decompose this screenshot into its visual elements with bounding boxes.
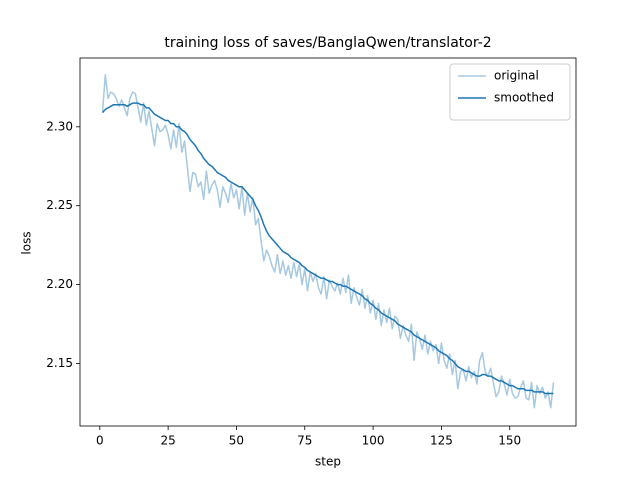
y-tick-label: 2.25 — [46, 198, 73, 212]
plot-frame — [79, 57, 577, 427]
legend-label: smoothed — [494, 91, 554, 105]
legend-label: original — [494, 69, 539, 83]
legend-box — [449, 63, 571, 121]
y-tick-label: 2.15 — [46, 356, 73, 370]
x-tick-label: 150 — [498, 434, 521, 448]
legend: original smoothed — [449, 63, 571, 121]
line-series — [101, 73, 555, 409]
x-tick-label: 125 — [430, 434, 453, 448]
chart-title: training loss of saves/BanglaQwen/transl… — [164, 35, 491, 51]
x-tick-label: 100 — [362, 434, 385, 448]
y-tick-label: 2.20 — [46, 277, 73, 291]
x-tick-label: 0 — [96, 434, 104, 448]
y-tick-label: 2.30 — [46, 119, 73, 133]
x-tick-label: 50 — [229, 434, 244, 448]
x-tick-label: 25 — [160, 434, 175, 448]
line-series — [101, 102, 554, 395]
x-axis-label: step — [315, 455, 341, 469]
x-tick-label: 75 — [297, 434, 312, 448]
y-axis-label: loss — [20, 231, 34, 254]
